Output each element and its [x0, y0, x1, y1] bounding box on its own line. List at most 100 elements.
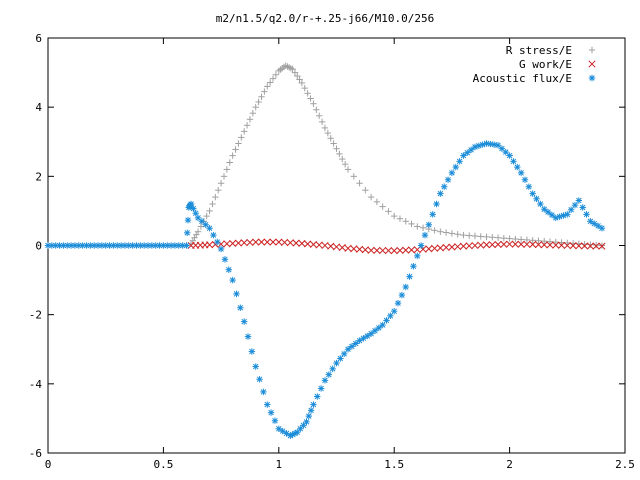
data-point	[194, 214, 202, 222]
legend-marker	[588, 74, 596, 82]
data-point	[212, 193, 219, 201]
data-point	[510, 158, 517, 165]
data-point	[581, 242, 589, 250]
data-point	[454, 231, 461, 238]
data-point	[229, 276, 236, 284]
data-point	[184, 216, 192, 224]
data-point	[598, 225, 606, 232]
data-point	[267, 409, 275, 416]
data-point	[586, 242, 594, 250]
data-point	[442, 243, 450, 252]
data-point	[184, 229, 191, 237]
data-point	[249, 110, 257, 117]
data-point	[244, 333, 252, 340]
data-point	[344, 244, 352, 252]
series-2	[44, 140, 606, 439]
data-point	[240, 128, 248, 135]
data-point	[517, 236, 525, 243]
data-point	[315, 112, 323, 120]
data-point	[466, 232, 473, 239]
data-point	[375, 324, 383, 332]
data-point	[373, 246, 381, 254]
data-point	[348, 343, 356, 350]
data-point	[289, 65, 296, 73]
data-point	[594, 222, 602, 230]
data-point	[307, 95, 314, 102]
y-tick-label: -6	[29, 447, 42, 460]
data-point	[454, 243, 462, 251]
data-point	[330, 140, 337, 147]
data-point	[575, 242, 583, 250]
data-point	[373, 198, 381, 206]
data-point	[321, 377, 329, 384]
data-point	[271, 417, 279, 424]
data-point	[194, 228, 202, 235]
data-point	[523, 236, 531, 244]
data-point	[529, 237, 536, 244]
data-point	[350, 245, 358, 253]
y-tick-label: -4	[29, 378, 43, 391]
data-point	[534, 241, 543, 249]
data-point	[506, 235, 513, 242]
data-point	[471, 241, 479, 250]
data-point	[252, 103, 259, 111]
data-point	[333, 145, 340, 152]
x-tick-label: 1.5	[384, 458, 404, 471]
data-point	[525, 183, 533, 190]
data-point	[441, 183, 448, 190]
data-point	[315, 241, 323, 249]
axis-ticks: 0 0.5 1 1.5 2 2.5 -6 -4 -2 0 2 4 6	[29, 32, 635, 471]
data-point	[489, 234, 496, 241]
x-tick-label: 2.5	[615, 458, 635, 471]
data-point	[385, 208, 392, 215]
data-point	[500, 240, 508, 248]
data-point	[483, 233, 490, 241]
data-point	[398, 291, 406, 299]
data-point	[340, 350, 348, 358]
data-point	[350, 173, 358, 180]
data-point	[408, 220, 415, 228]
data-point	[569, 242, 577, 250]
data-point	[238, 134, 245, 141]
data-point	[197, 223, 205, 230]
data-point	[419, 224, 427, 231]
data-point	[459, 242, 467, 250]
data-point	[379, 246, 387, 255]
data-point	[269, 238, 277, 246]
data-point	[183, 242, 190, 249]
data-point	[448, 230, 456, 237]
y-tick-label: 0	[35, 240, 42, 253]
data-point	[192, 210, 199, 217]
data-point	[448, 243, 456, 251]
data-point	[391, 308, 398, 315]
data-point	[190, 205, 197, 212]
data-point	[396, 246, 404, 254]
data-point	[298, 239, 306, 247]
data-point	[310, 100, 317, 107]
data-point	[305, 412, 313, 420]
data-point	[307, 407, 315, 414]
data-point	[437, 190, 444, 197]
data-point	[298, 79, 306, 87]
y-tick-label: 4	[35, 101, 42, 114]
data-point	[324, 129, 332, 137]
data-point	[314, 393, 321, 400]
data-point	[214, 238, 221, 246]
data-point	[336, 150, 343, 158]
data-point	[514, 163, 521, 171]
data-point	[337, 355, 344, 362]
data-point	[264, 401, 271, 408]
data-point	[564, 211, 571, 218]
data-point	[592, 241, 600, 249]
data-point	[275, 238, 283, 246]
data-point	[206, 207, 213, 215]
data-point	[482, 241, 491, 249]
data-point	[303, 418, 310, 426]
data-point	[414, 223, 421, 230]
data-point	[352, 340, 359, 347]
data-point	[221, 256, 229, 263]
series-1	[187, 238, 606, 255]
data-point	[396, 215, 404, 222]
data-point	[361, 246, 369, 254]
data-point	[329, 365, 336, 373]
